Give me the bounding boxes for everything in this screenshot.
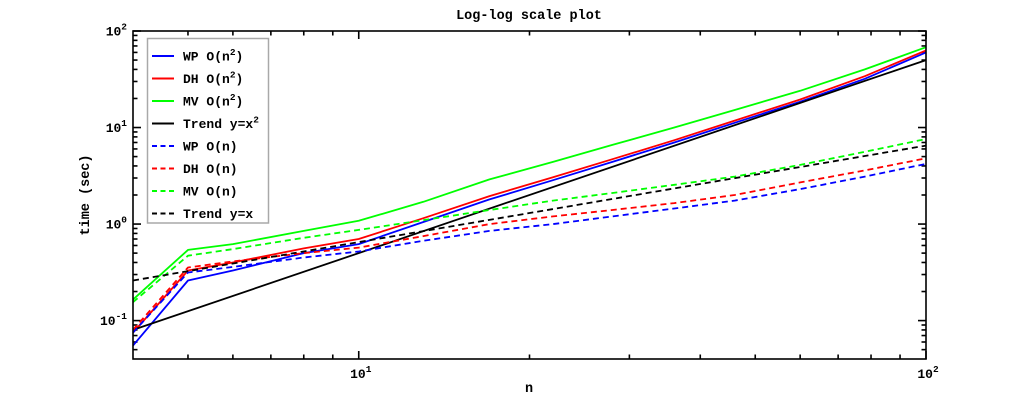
legend-entry-wp-n: WP O(n) (183, 140, 238, 155)
series-line-mv-n2 (132, 46, 927, 301)
legend-entry-mv-n2: MV O(n2) (183, 92, 243, 110)
chart-title: Log-log scale plot (456, 9, 602, 24)
x-tick-label: 101 (350, 364, 372, 382)
y-axis-label: time (sec) (79, 154, 94, 235)
series-layer (132, 46, 927, 347)
legend-entry-dh-n: DH O(n) (183, 162, 238, 177)
legend-entry-wp-n2: WP O(n2) (183, 47, 243, 65)
plot-frame-layer (132, 30, 927, 360)
series-line-wp-n2 (132, 51, 927, 347)
series-line-dh-n (132, 157, 927, 331)
legend-box (146, 37, 270, 224)
series-line-trend-x2 (132, 59, 927, 331)
legend-entry-trend-x2: Trend y=x2 (183, 115, 259, 133)
x-tick-label: 102 (917, 364, 939, 382)
y-tick-label: 100 (106, 215, 128, 233)
tick-labels-layer: 101 102 10-1 100 101 102 (100, 22, 939, 383)
legend-entry-trend-x: Trend y=x (183, 207, 253, 222)
x-axis-label: n (525, 382, 533, 397)
y-tick-label: 101 (106, 118, 128, 136)
legend-entry-mv-n: MV O(n) (183, 185, 238, 200)
legend-entry-dh-n2: DH O(n2) (183, 70, 243, 88)
legend: WP O(n2) DH O(n2) MV O(n2) Trend y=x2 WP O(n… (146, 37, 270, 224)
y-tick-label: 10-1 (100, 311, 127, 329)
y-tick-label: 102 (106, 22, 128, 40)
series-line-trend-x (132, 144, 927, 282)
plot-frame (132, 30, 927, 360)
